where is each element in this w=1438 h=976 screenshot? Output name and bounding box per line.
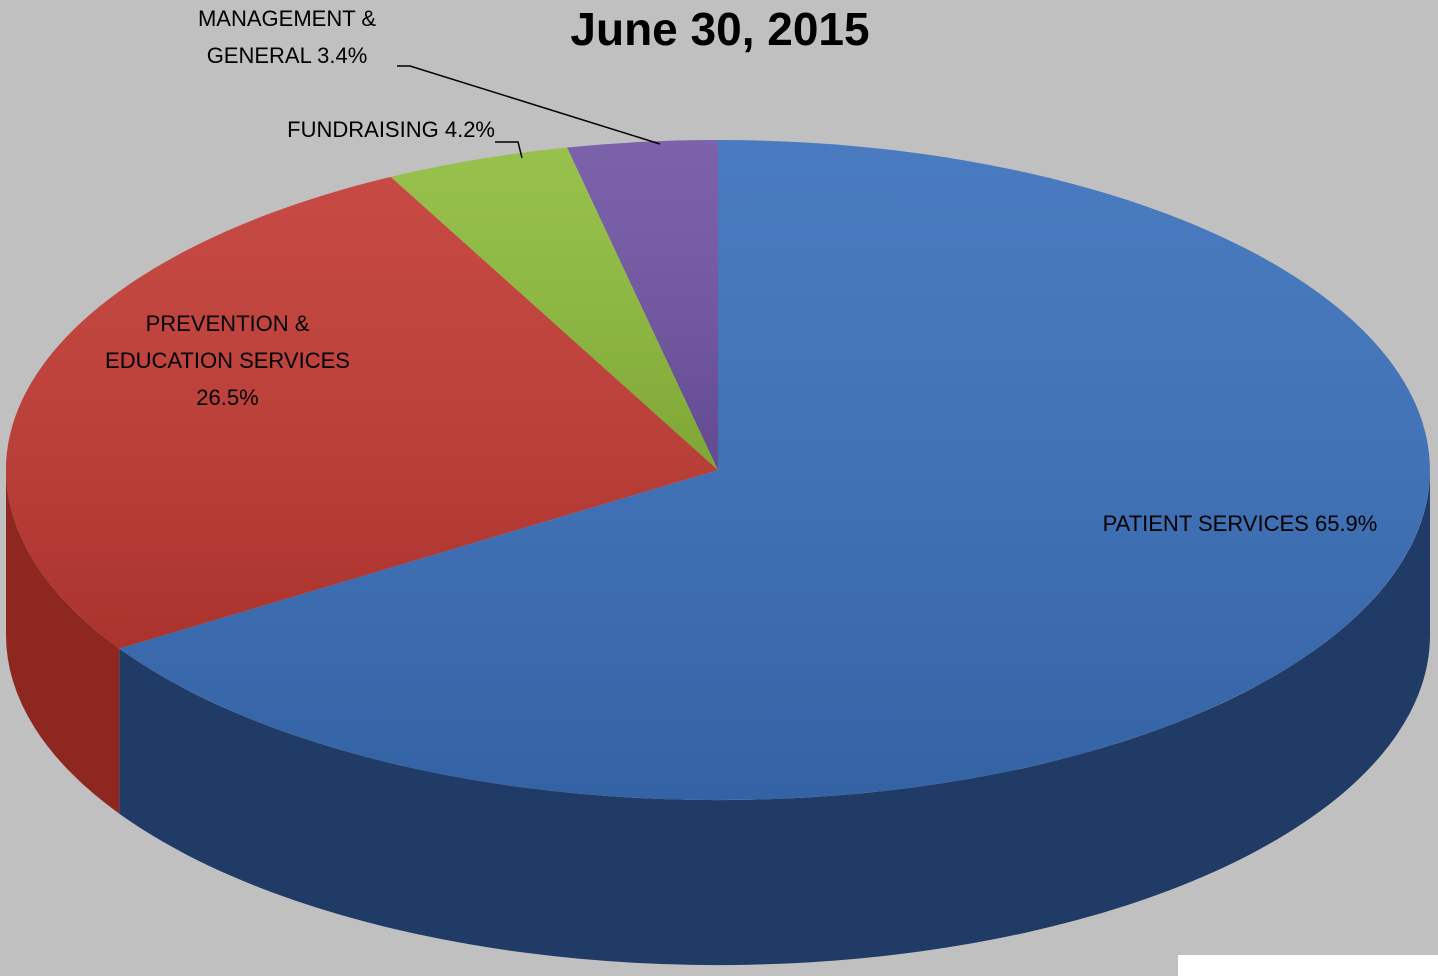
- slice-label: PREVENTION & EDUCATION SERVICES 26.5%: [80, 305, 375, 416]
- slice-shade: [119, 140, 1430, 801]
- label-value: 65.9%: [1314, 511, 1378, 536]
- leader-line: [495, 141, 523, 159]
- chart-title: June 30, 2015: [570, 3, 870, 55]
- label-name: MANAGEMENT & GENERAL: [197, 6, 377, 68]
- slice-label: FUNDRAISING 4.2%: [195, 111, 495, 148]
- leader-line: [397, 65, 661, 145]
- pie-tops: [5, 140, 1430, 801]
- label-name: PATIENT SERVICES: [1102, 511, 1309, 536]
- slice-shade: [390, 147, 718, 470]
- pie-sides: [5, 470, 1431, 966]
- label-value: 4.2%: [444, 117, 495, 142]
- slice-side: [119, 470, 1431, 966]
- label-name: FUNDRAISING: [287, 117, 439, 142]
- label-value: 26.5%: [196, 385, 259, 410]
- slice-label: PATIENT SERVICES 65.9%: [1060, 505, 1420, 542]
- slice-label: MANAGEMENT & GENERAL 3.4%: [172, 0, 402, 74]
- slice-shade: [5, 176, 719, 649]
- label-name: PREVENTION & EDUCATION SERVICES: [105, 311, 350, 373]
- logo-box: [1178, 955, 1438, 976]
- label-value: 3.4%: [317, 43, 368, 68]
- slice-side: [5, 470, 120, 814]
- slice-shade: [567, 140, 718, 470]
